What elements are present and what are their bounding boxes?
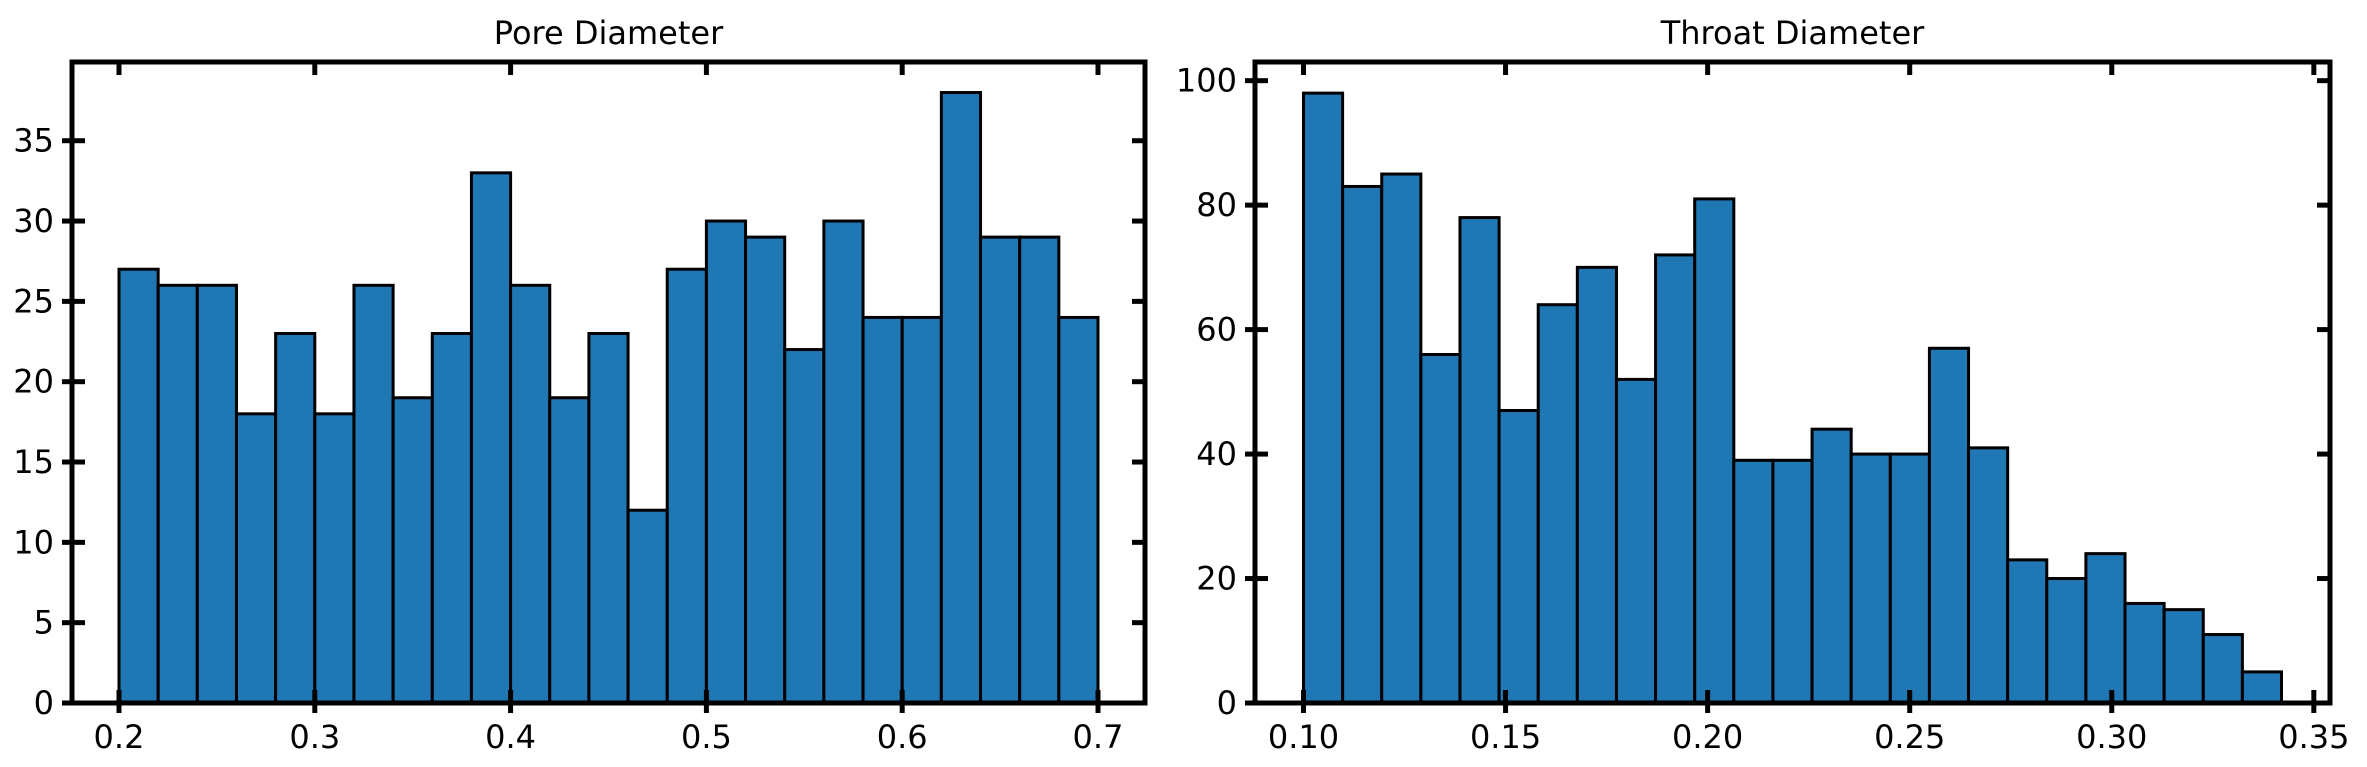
bar-group — [117, 91, 1100, 705]
histogram-bar — [2162, 608, 2205, 705]
y-tick-label: 15 — [13, 443, 54, 481]
histogram-bar — [391, 396, 434, 705]
histogram-bar — [2006, 558, 2049, 705]
histogram-bar — [1771, 458, 1814, 705]
x-tick-label: 0.10 — [1268, 718, 1339, 756]
histogram-bar — [939, 91, 983, 705]
x-tick-label: 0.4 — [485, 718, 536, 756]
x-tick-label: 0.2 — [94, 718, 145, 756]
histogram-bar — [1810, 427, 1853, 705]
y-tick-label: 40 — [1196, 435, 1237, 473]
x-tick-label: 0.15 — [1470, 718, 1541, 756]
pore-diameter-histogram: Pore Diameter 0.2 0.3 0.4 0.5 0.6 0.7 0 5 10 15 20… — [13, 14, 1148, 756]
histogram-bar — [1057, 315, 1100, 705]
histogram-bar — [2084, 552, 2127, 705]
tick-group: 0.2 0.3 0.4 0.5 0.6 0.7 0 5 10 15 20 25 30 35 — [13, 62, 1145, 756]
y-tick-label: 10 — [13, 523, 54, 561]
histogram-bar — [2240, 670, 2284, 705]
histogram-bar — [900, 315, 943, 705]
histogram-bar — [979, 235, 1022, 705]
histogram-bar — [195, 283, 238, 705]
histogram-bar — [1301, 91, 1345, 705]
histogram-bar — [587, 332, 630, 705]
x-tick-label: 0.3 — [289, 718, 340, 756]
y-tick-label: 25 — [13, 282, 54, 320]
histogram-bar — [626, 508, 669, 705]
histogram-bar — [1614, 377, 1658, 705]
histogram-bar — [783, 348, 826, 705]
histogram-bar — [1654, 253, 1697, 705]
x-tick-label: 0.25 — [1874, 718, 1945, 756]
histogram-bar — [704, 219, 748, 705]
histogram-bar — [274, 332, 317, 705]
histogram-bar — [1849, 452, 1892, 705]
x-tick-label: 0.7 — [1073, 718, 1124, 756]
y-tick-label: 5 — [34, 604, 54, 642]
y-tick-label: 20 — [13, 363, 54, 401]
histogram-bar — [509, 283, 552, 705]
histogram-bar — [1927, 346, 1971, 705]
histogram-bar — [1497, 409, 1540, 705]
histogram-bar — [1341, 184, 1384, 705]
histogram-bar — [352, 283, 395, 705]
y-tick-label: 30 — [13, 202, 54, 240]
x-tick-label: 0.6 — [877, 718, 928, 756]
histogram-bar — [861, 315, 904, 705]
histogram-bar — [1419, 352, 1462, 705]
histogram-bar — [1732, 458, 1775, 705]
histogram-bar — [822, 219, 865, 705]
bar-group — [1301, 91, 2284, 705]
y-tick-label: 60 — [1196, 311, 1237, 349]
histogram-bar — [1888, 452, 1931, 705]
histogram-bar — [469, 171, 513, 705]
x-tick-label: 0.20 — [1672, 718, 1743, 756]
y-tick-label: 0 — [1217, 684, 1237, 722]
histogram-bar — [1575, 265, 1618, 705]
x-tick-label: 0.5 — [681, 718, 732, 756]
histogram-bar — [430, 332, 473, 705]
x-tick-label: 0.30 — [2076, 718, 2147, 756]
y-tick-label: 80 — [1196, 186, 1237, 224]
histogram-bar — [1458, 216, 1501, 705]
histogram-bar — [2045, 577, 2088, 705]
plot-frame — [1252, 59, 2333, 706]
y-tick-label: 35 — [13, 122, 54, 160]
histogram-bar — [313, 412, 356, 705]
histogram-bar — [117, 267, 160, 705]
histogram-bar — [665, 267, 708, 705]
histogram-bar — [234, 412, 278, 705]
histogram-bar — [744, 235, 787, 705]
throat-diameter-histogram: Throat Diameter 0.10 0.15 0.20 0.25 0.30 0.35… — [1176, 14, 2350, 756]
histogram-bar — [1380, 172, 1423, 705]
histogram-bar — [2123, 601, 2166, 705]
chart-title: Throat Diameter — [1660, 14, 1925, 52]
histogram-bar — [548, 396, 591, 705]
histogram-bar — [1967, 446, 2010, 705]
y-tick-label: 100 — [1176, 62, 1237, 100]
y-tick-label: 20 — [1196, 560, 1237, 598]
histogram-bar — [1018, 235, 1061, 705]
plot-frame — [69, 59, 1148, 706]
x-tick-label: 0.35 — [2278, 718, 2349, 756]
histogram-bar — [2201, 633, 2244, 705]
histogram-bar — [1536, 303, 1579, 705]
y-tick-label: 0 — [34, 684, 54, 722]
histogram-bar — [1693, 197, 1736, 705]
histogram-bar — [156, 283, 199, 705]
chart-title: Pore Diameter — [494, 14, 724, 52]
